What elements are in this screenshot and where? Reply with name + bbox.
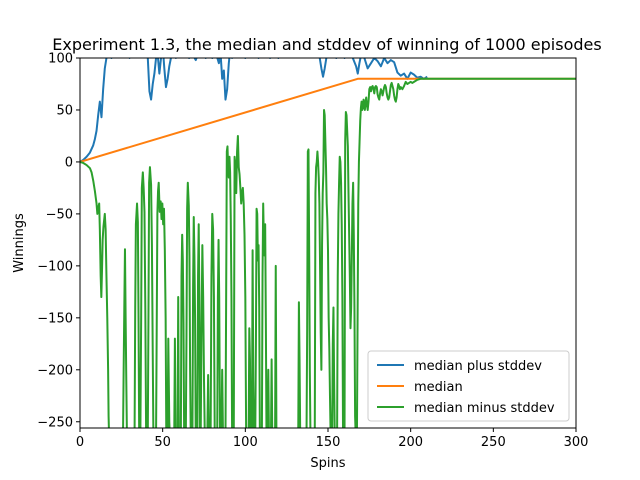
- x-tick-label: 50: [154, 435, 171, 450]
- y-tick-label: −50: [46, 207, 73, 222]
- x-tick-label: 200: [398, 435, 423, 450]
- x-tick-label: 150: [316, 435, 341, 450]
- chart-title: Experiment 1.3, the median and stddev of…: [52, 35, 601, 54]
- x-tick-label: 100: [233, 435, 258, 450]
- y-tick-label: −150: [37, 311, 73, 326]
- legend-label-median: median: [414, 380, 463, 395]
- series-line-0: [80, 58, 428, 163]
- x-tick-label: 250: [481, 435, 506, 450]
- y-tick-label: −200: [37, 363, 73, 378]
- x-tick-label: 0: [76, 435, 84, 450]
- series-line-2: [80, 77, 576, 428]
- legend-box: [367, 350, 570, 422]
- y-axis: 100 50 0 −50 −100 −150 −200 −250: [37, 52, 80, 430]
- legend-label-median-plus-stddev: median plus stddev: [414, 359, 542, 374]
- y-tick-label: −250: [37, 415, 73, 430]
- y-axis-label: Winnings: [12, 213, 27, 273]
- x-tick-label: 300: [564, 435, 589, 450]
- series-layer: [80, 58, 576, 428]
- y-tick-label: −100: [37, 259, 73, 274]
- x-axis-label: Spins: [310, 456, 345, 471]
- y-tick-label: 100: [48, 52, 73, 67]
- legend: median plus stddev median median minus s…: [367, 350, 570, 422]
- x-axis: 0 50 100 150 200 250 300: [76, 428, 589, 450]
- y-tick-label: 50: [56, 103, 73, 118]
- y-tick-label: 0: [65, 155, 73, 170]
- legend-label-median-minus-stddev: median minus stddev: [414, 401, 555, 416]
